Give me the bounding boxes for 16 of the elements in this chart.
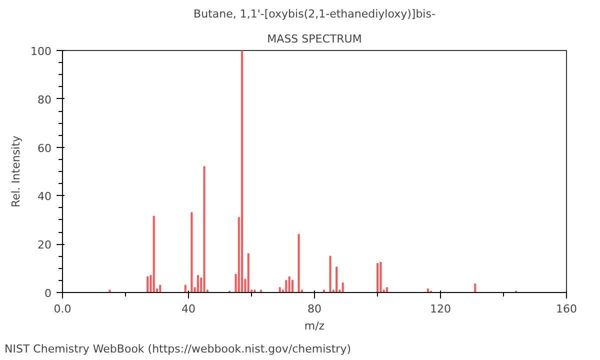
y-tick-label: 80 [38, 93, 52, 106]
x-axis-title: m/z [304, 320, 325, 332]
x-tick-label: 80 [308, 302, 322, 316]
y-tick-label: 100 [30, 45, 52, 58]
y-tick-label: 40 [38, 190, 52, 204]
text: NIST Chemistry WebBook (https://webbook.nist.gov/chemistry) [4, 342, 351, 356]
y-axis-title: Rel. Intensity [10, 135, 23, 208]
x-tick-label: 160 [556, 302, 577, 316]
y-tick-label: 0 [44, 287, 52, 300]
chart-title: Butane, 1,1'-[oxybis(2,1-ethanediyloxy)]bis- [194, 8, 436, 20]
x-tick-label: 0.0 [54, 302, 72, 316]
y-tick-label: 20 [38, 238, 52, 252]
chart-subtitle: MASS SPECTRUM [267, 32, 362, 46]
x-tick-label: 120 [430, 302, 451, 316]
x-tick-label: 40 [182, 302, 196, 316]
y-tick-label: 60 [38, 142, 52, 155]
